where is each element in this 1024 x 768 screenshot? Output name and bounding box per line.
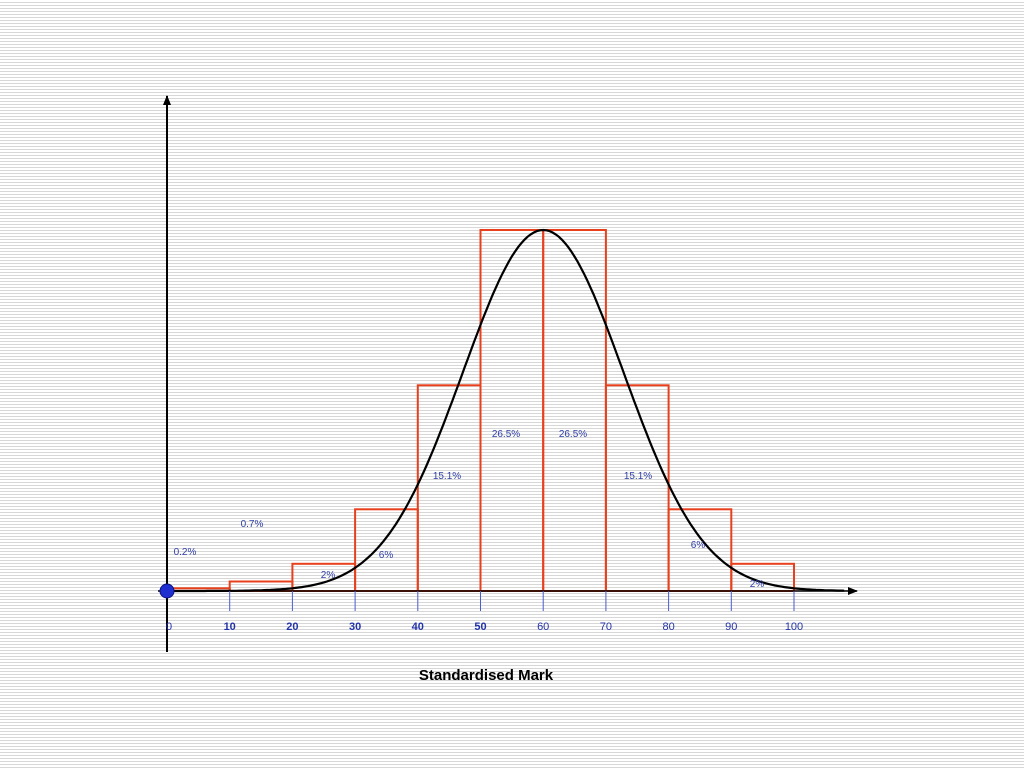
normal-curve-line <box>167 228 845 593</box>
pct-label-4: 15.1% <box>433 471 461 482</box>
x-tick-label-60: 60 <box>537 621 549 633</box>
x-axis-label: Standardised Mark <box>419 667 554 684</box>
x-tick-label-10: 10 <box>224 621 236 633</box>
x-tick-label-50: 50 <box>474 621 486 633</box>
pct-label-2: 2% <box>321 570 336 581</box>
pct-label-0: 0.2% <box>174 547 197 558</box>
x-tick-label-90: 90 <box>725 621 737 633</box>
axes <box>158 95 858 652</box>
histogram-bar-6 <box>542 229 607 592</box>
pct-label-8: 6% <box>691 540 706 551</box>
histogram-bar-4 <box>416 384 482 592</box>
x-axis-ticks: 0 10 20 30 40 50 60 70 80 90 100 <box>166 591 803 633</box>
x-tick-label-20: 20 <box>286 621 298 633</box>
histogram-bar-7 <box>604 384 670 592</box>
pct-label-9: 2% <box>750 579 765 590</box>
x-tick-label-80: 80 <box>662 621 674 633</box>
x-tick-label-30: 30 <box>349 621 361 633</box>
x-tick-label-100: 100 <box>785 621 803 633</box>
x-tick-label-70: 70 <box>600 621 612 633</box>
pct-label-6: 26.5% <box>559 429 587 440</box>
percentage-labels: 0.2% 0.7% 2% 6% 15.1% 26.5% 26.5% 15.1% 6% 2% <box>174 429 765 590</box>
pct-label-3: 6% <box>379 550 394 561</box>
x-tick-label-40: 40 <box>412 621 424 633</box>
x-tick-label-0: 0 <box>166 621 172 633</box>
histogram-bar-5 <box>479 229 545 592</box>
origin-marker <box>159 583 175 599</box>
pct-label-5: 26.5% <box>492 429 520 440</box>
normal-curve <box>167 228 845 593</box>
pct-label-7: 15.1% <box>624 471 652 482</box>
pct-label-1: 0.7% <box>241 519 264 530</box>
